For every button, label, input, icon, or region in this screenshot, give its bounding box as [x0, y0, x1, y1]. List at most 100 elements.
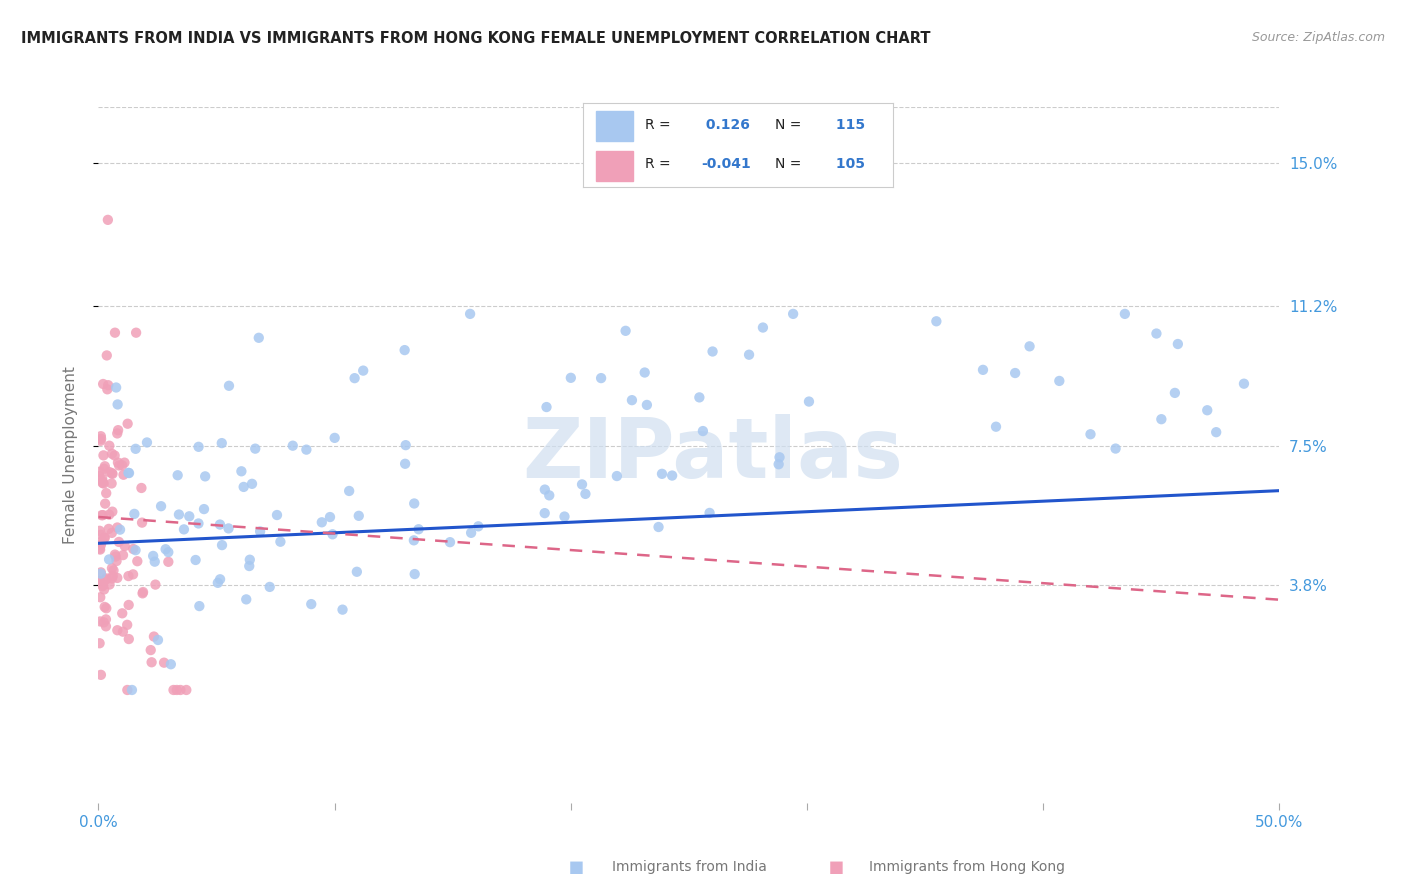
Point	[534, 483, 557, 497]
Point	[111, 548, 134, 562]
Point	[166, 683, 188, 698]
Point	[90, 566, 112, 581]
Point	[752, 320, 775, 334]
Point	[91, 578, 114, 592]
Point	[117, 569, 139, 583]
Point	[636, 398, 658, 412]
Point	[322, 527, 344, 541]
Point	[101, 561, 124, 575]
Point	[114, 456, 136, 470]
Point	[108, 523, 131, 537]
Point	[394, 457, 416, 471]
Point	[146, 632, 169, 647]
Bar	[596, 151, 633, 180]
Point	[281, 439, 304, 453]
Point	[90, 668, 112, 682]
Point	[797, 394, 820, 409]
Point	[90, 434, 112, 448]
Point	[91, 508, 114, 522]
Point	[93, 476, 115, 491]
Text: Source: ZipAtlas.com: Source: ZipAtlas.com	[1251, 31, 1385, 45]
Point	[90, 508, 112, 523]
Point	[533, 506, 555, 520]
Point	[651, 467, 673, 481]
Point	[299, 597, 322, 611]
Point	[131, 481, 153, 495]
Point	[162, 683, 184, 698]
Point	[124, 442, 146, 456]
Text: -0.041: -0.041	[702, 158, 751, 171]
Point	[1104, 442, 1126, 456]
Point	[132, 585, 155, 599]
Point	[160, 657, 183, 672]
Point	[93, 449, 115, 463]
Point	[94, 573, 117, 587]
Y-axis label: Female Unemployment: Female Unemployment	[63, 366, 77, 544]
Point	[699, 506, 721, 520]
Point	[118, 598, 141, 612]
Point	[266, 508, 288, 522]
Point	[239, 552, 262, 566]
Point	[346, 565, 368, 579]
Point	[98, 577, 121, 591]
Point	[131, 516, 153, 530]
Point	[591, 371, 613, 385]
Text: R =: R =	[645, 119, 671, 132]
Point	[89, 469, 111, 483]
Text: N =: N =	[775, 119, 801, 132]
Point	[620, 393, 643, 408]
Point	[97, 378, 120, 392]
Point	[107, 423, 129, 437]
Point	[96, 601, 118, 615]
Point	[768, 450, 790, 465]
Point	[153, 656, 176, 670]
Point	[89, 524, 111, 538]
Point	[467, 519, 489, 533]
Point	[98, 439, 121, 453]
Point	[94, 459, 117, 474]
Point	[104, 549, 127, 564]
Point	[1205, 425, 1227, 440]
Point	[139, 643, 162, 657]
Text: 0.126: 0.126	[702, 119, 749, 132]
Point	[101, 505, 124, 519]
Point	[124, 507, 146, 521]
Point	[100, 476, 122, 491]
Point	[343, 371, 366, 385]
Point	[121, 683, 143, 698]
Point	[661, 468, 683, 483]
Point	[98, 552, 121, 566]
Point	[93, 599, 115, 614]
Point	[1144, 326, 1167, 341]
Text: ▪: ▪	[568, 855, 585, 879]
Point	[173, 522, 195, 536]
Point	[925, 314, 948, 328]
Point	[101, 447, 124, 461]
Text: ▪: ▪	[828, 855, 845, 879]
Point	[96, 348, 118, 362]
Point	[117, 417, 139, 431]
Point	[105, 380, 128, 394]
Point	[117, 466, 139, 480]
Point	[101, 466, 124, 480]
Point	[90, 566, 112, 580]
Point	[117, 683, 139, 698]
Point	[404, 567, 426, 582]
Point	[150, 499, 173, 513]
Point	[176, 683, 198, 698]
Point	[101, 569, 124, 583]
Point	[90, 538, 112, 552]
Point	[97, 522, 120, 536]
Point	[91, 475, 114, 490]
Point	[972, 363, 994, 377]
Point	[768, 457, 790, 471]
Point	[1167, 337, 1189, 351]
Point	[142, 630, 165, 644]
Text: Immigrants from Hong Kong: Immigrants from Hong Kong	[869, 860, 1064, 874]
Point	[104, 449, 127, 463]
Point	[249, 524, 271, 539]
Point	[193, 502, 215, 516]
Point	[141, 655, 163, 669]
Point	[166, 468, 188, 483]
Point	[101, 525, 124, 540]
